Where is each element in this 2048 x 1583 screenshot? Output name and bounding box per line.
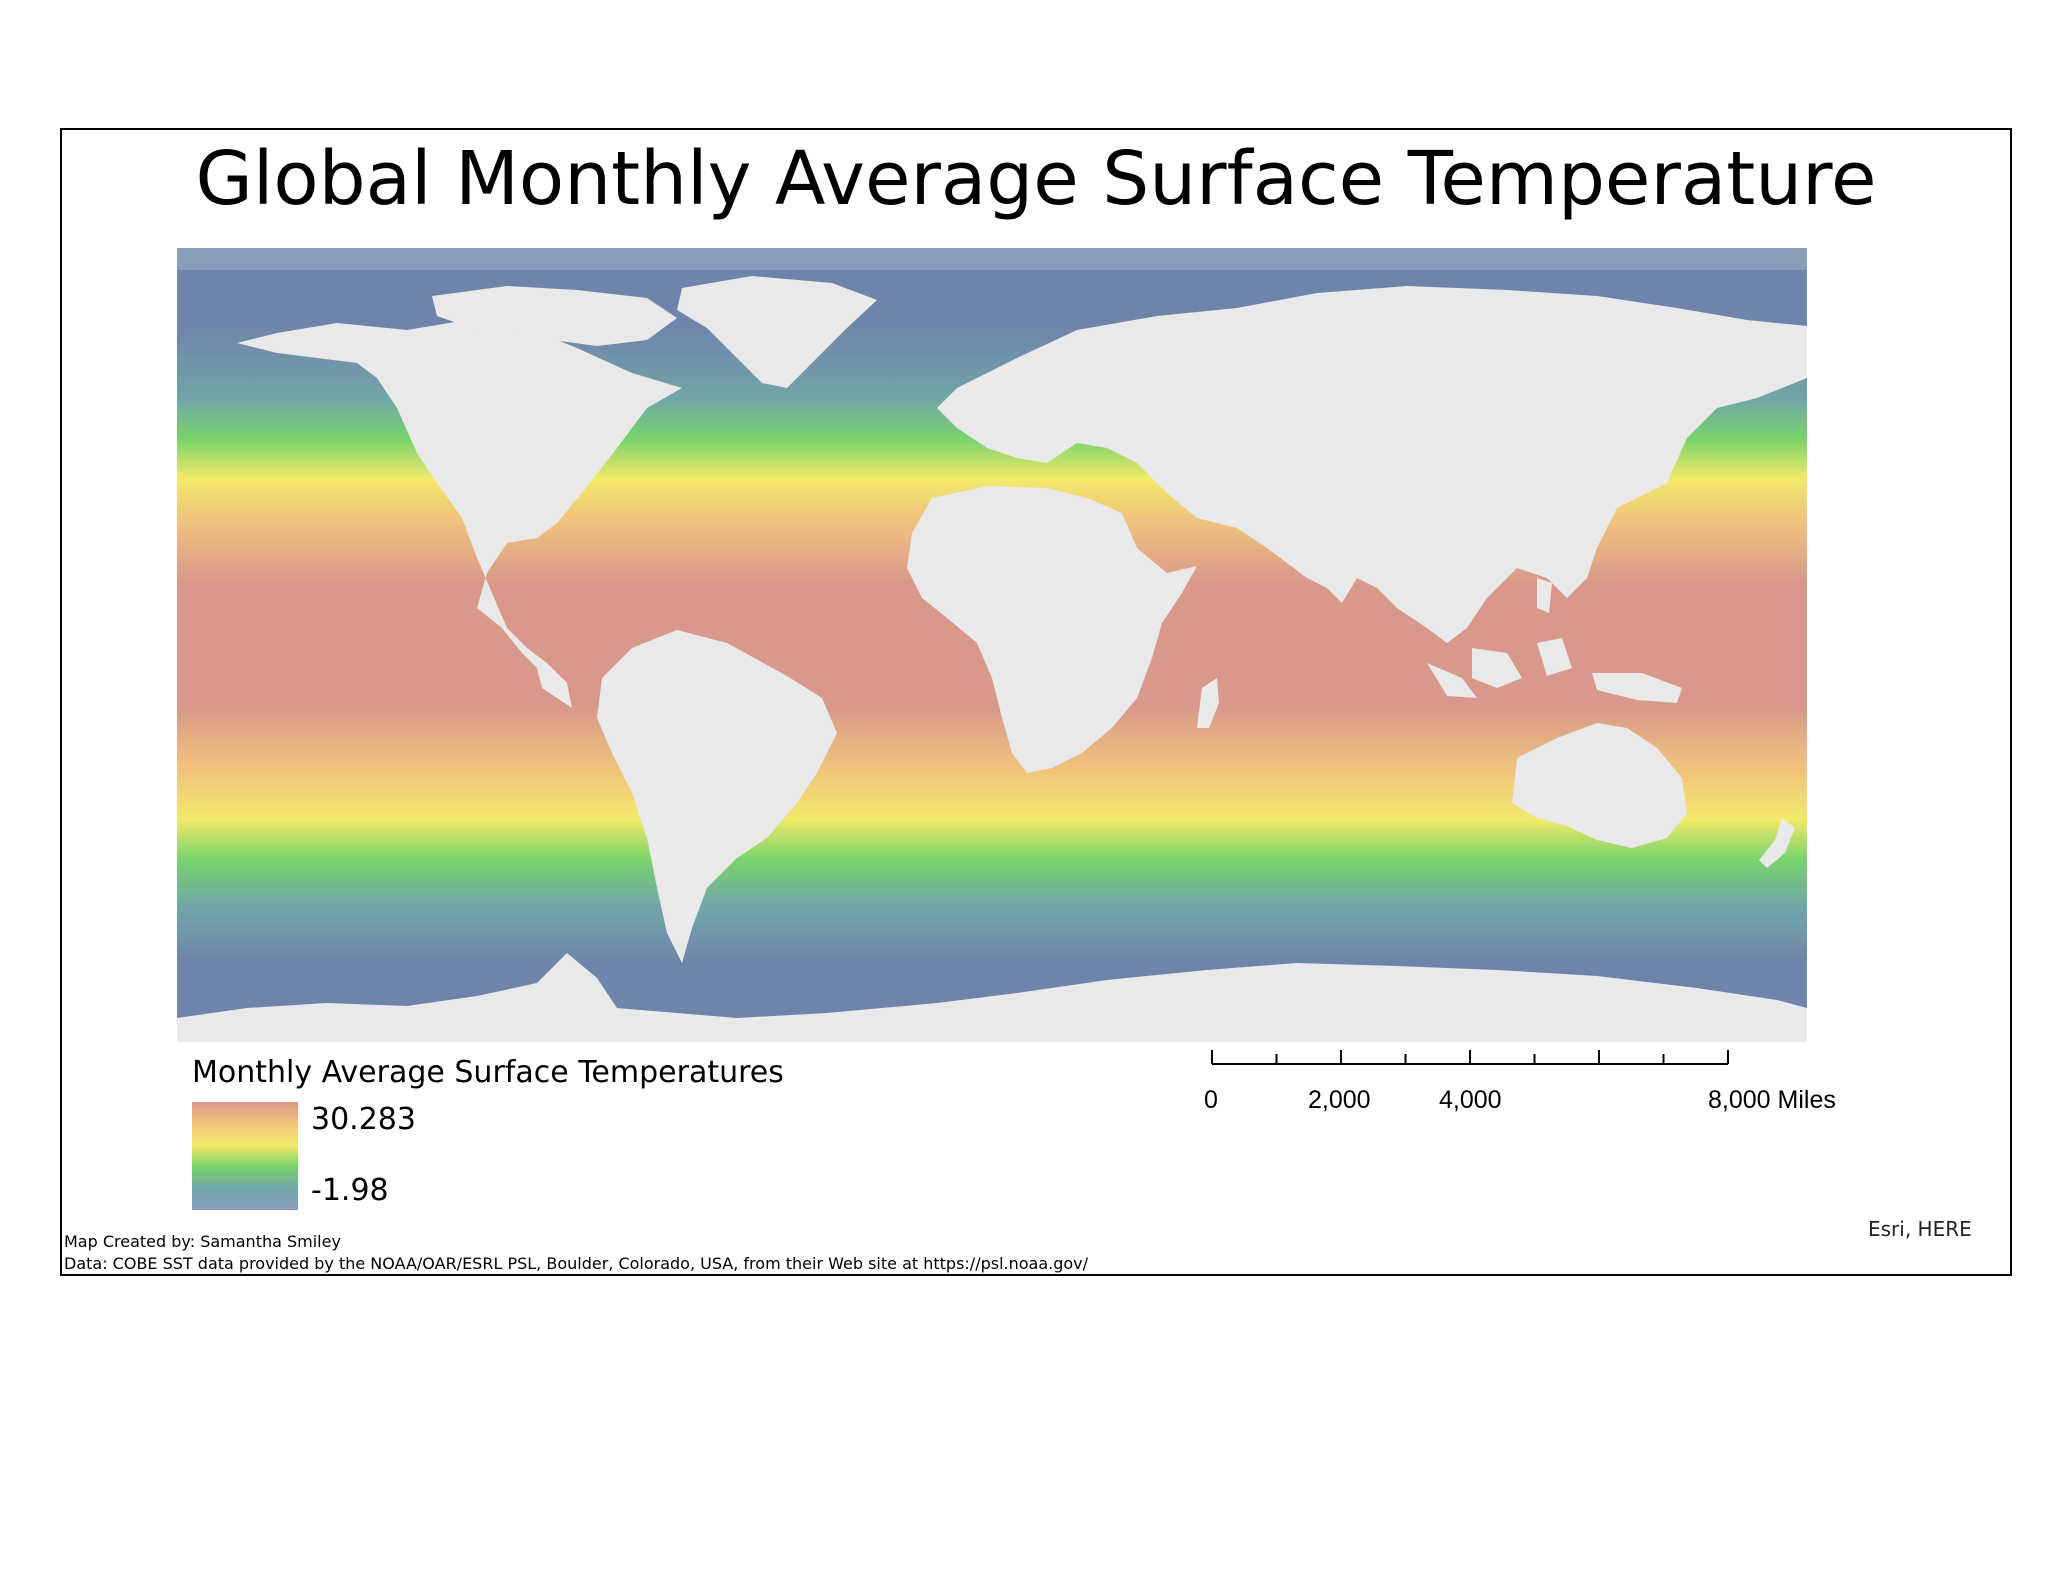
scale-label-8000-miles: 8,000 Miles [1708,1086,1836,1114]
world-map-svg [177,248,1807,1042]
british-isles [965,388,989,428]
australia [1512,723,1687,848]
map-attribution: Esri, HERE [1868,1217,1972,1241]
europe-asia [937,286,1807,643]
legend-max-label: 30.283 [311,1102,416,1137]
japan [1585,473,1617,523]
africa [907,486,1197,773]
greenland [677,276,877,388]
polar-no-data-band [177,248,1807,270]
credit-author: Map Created by: Samantha Smiley [64,1232,341,1251]
legend-min-label: -1.98 [311,1173,389,1208]
map-title: Global Monthly Average Surface Temperatu… [195,136,1877,222]
scale-label-4000: 4,000 [1439,1086,1502,1114]
southeast-asia-islands [1427,578,1572,698]
new-zealand [1759,818,1795,868]
map-view [177,248,1807,1042]
legend-title: Monthly Average Surface Temperatures [192,1055,784,1090]
scale-bar: 0 2,000 4,000 8,000 Miles [1204,1048,1836,1118]
land-masses [177,276,1807,1042]
arctic-islands [432,286,677,346]
antarctica [177,953,1807,1042]
legend-color-ramp [192,1102,298,1210]
scale-label-0: 0 [1204,1086,1218,1114]
scale-bar-graphic [1211,1050,1729,1065]
north-america [237,320,682,708]
madagascar [1197,678,1219,728]
south-america [597,630,837,963]
scale-label-2000: 2,000 [1308,1086,1371,1114]
map-layout-frame: Global Monthly Average Surface Temperatu… [60,128,2012,1276]
credit-data-source: Data: COBE SST data provided by the NOAA… [64,1254,1089,1273]
new-guinea [1592,673,1682,703]
scale-bar-ticks [1211,1050,1729,1064]
